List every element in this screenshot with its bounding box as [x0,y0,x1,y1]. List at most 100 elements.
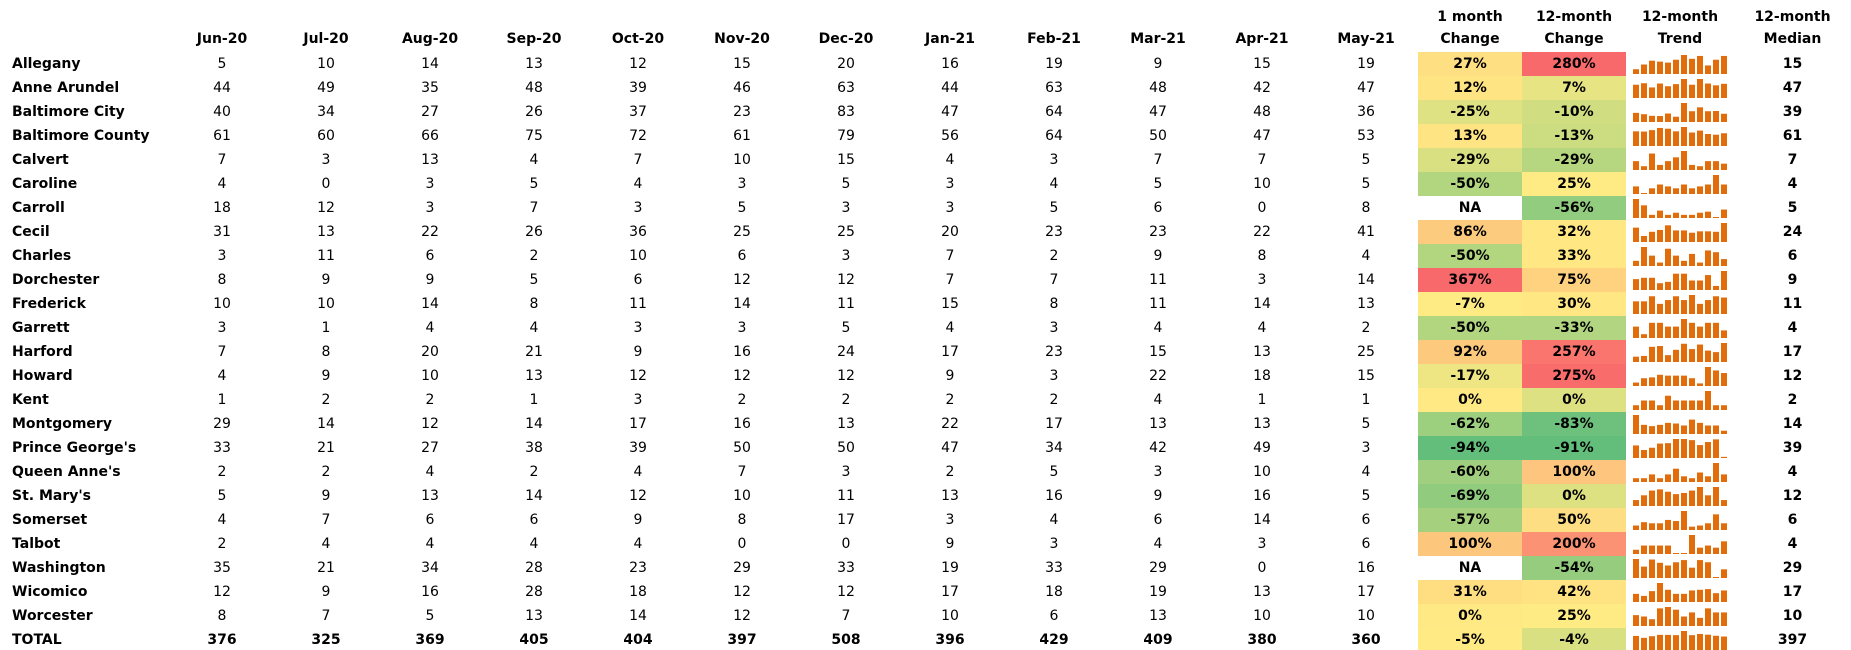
spark-bar [1681,103,1687,122]
value-cell: 22 [941,416,959,432]
trend-cell [1626,628,1734,650]
spark-bar [1705,442,1711,458]
value-cell: 14 [421,56,439,72]
value-cell: 13 [1253,584,1271,600]
spark-bar [1713,547,1719,554]
value-cell: 13 [525,608,543,624]
change-12m: 32% [1522,220,1626,244]
spark-bar [1673,521,1679,530]
value-cell: 61 [733,128,751,144]
spark-bar [1689,440,1695,458]
row-name: Kent [12,392,49,408]
spark-bar [1681,476,1687,482]
spark-bar [1673,326,1679,338]
row-name: Anne Arundel [12,80,120,96]
spark-bar [1665,355,1671,362]
value-cell: 2 [529,464,539,480]
value-cell: 10 [733,152,751,168]
row-name: Washington [12,560,106,576]
value-cell: 39 [629,440,647,456]
value-cell: 4 [1361,248,1371,264]
data-row: Baltimore City 40 34 27 26 37 23 83 47 64 47 48 36 -2… [0,100,1851,124]
spark-bar [1657,210,1663,218]
value-cell: 16 [733,416,751,432]
spark-bar [1681,492,1687,506]
value-cell: 3 [945,512,955,528]
value-cell: 5 [217,56,227,72]
sparkline [1633,463,1727,482]
value-cell: 12 [421,416,439,432]
column-header: 12-month Change [1535,9,1613,47]
change-1m: -25% [1418,100,1522,124]
trend-cell [1626,508,1734,532]
spark-bar [1641,545,1647,554]
value-cell: 8 [1257,248,1267,264]
value-cell: 19 [1149,584,1167,600]
value-cell: 47 [941,440,959,456]
spark-bar [1641,522,1647,530]
value-cell: 47 [941,104,959,120]
row-name: Baltimore City [12,104,125,120]
value-cell: 60 [317,128,335,144]
spark-bar [1697,79,1703,98]
value-cell: 14 [317,416,335,432]
value-cell: 4 [217,176,227,192]
sparkline [1633,103,1727,122]
spark-bar [1649,130,1655,146]
value-cell: 23 [629,560,647,576]
median-cell: 12 [1782,368,1803,384]
spark-bar [1705,83,1711,98]
value-cell: 50 [1149,128,1167,144]
spark-bar [1633,635,1639,650]
value-cell: 1 [321,320,331,336]
spark-bar [1681,593,1687,602]
data-row: Garrett 3 1 4 4 3 3 5 4 3 4 4 2 -50% -33% 4 [0,316,1851,340]
value-cell: 18 [213,200,231,216]
value-cell: 72 [629,128,647,144]
spark-bar [1649,426,1655,434]
spark-bar [1697,303,1703,314]
median-cell: 11 [1782,296,1803,312]
spark-bar [1665,281,1671,290]
value-cell: 6 [1361,536,1371,552]
data-row: Carroll 18 12 3 7 3 5 3 3 5 6 0 8 NA -56% 5 [0,196,1851,220]
value-cell: 7 [945,272,955,288]
value-cell: 7 [321,512,331,528]
value-cell: 12 [837,368,855,384]
spark-bar [1689,164,1695,170]
sparkline [1633,487,1727,506]
spark-bar [1641,478,1647,482]
value-cell: 405 [519,632,549,648]
spark-bar [1697,383,1703,386]
data-row: TOTAL 376 325 369 405 404 397 508 396 429 409 380 36… [0,628,1851,650]
value-cell: 3 [425,200,435,216]
spark-bar [1657,262,1663,266]
sparkline [1633,271,1727,290]
value-cell: 64 [1045,104,1063,120]
spark-bar [1673,553,1679,554]
spark-bar [1665,491,1671,506]
change-12m: 0% [1522,484,1626,508]
month-header: Mar-21 [1130,31,1186,47]
spark-bar [1649,296,1655,314]
value-cell: 17 [1357,584,1375,600]
spark-bar [1705,161,1711,170]
median-cell: 17 [1782,344,1803,360]
spark-bar [1697,487,1703,506]
value-cell: 4 [425,536,435,552]
trend-cell [1626,148,1734,172]
month-header: Dec-20 [818,31,874,47]
value-cell: 397 [727,632,757,648]
value-cell: 10 [317,56,335,72]
trend-cell [1626,268,1734,292]
spark-bar [1713,322,1719,338]
month-header: Oct-20 [611,31,665,47]
value-cell: 12 [733,584,751,600]
value-cell: 10 [1357,608,1375,624]
spark-bar [1649,490,1655,506]
row-name: Allegany [12,56,81,72]
spark-bar [1665,225,1671,242]
value-cell: 14 [1253,296,1271,312]
spark-bar [1689,635,1695,650]
spark-bar [1705,562,1711,578]
